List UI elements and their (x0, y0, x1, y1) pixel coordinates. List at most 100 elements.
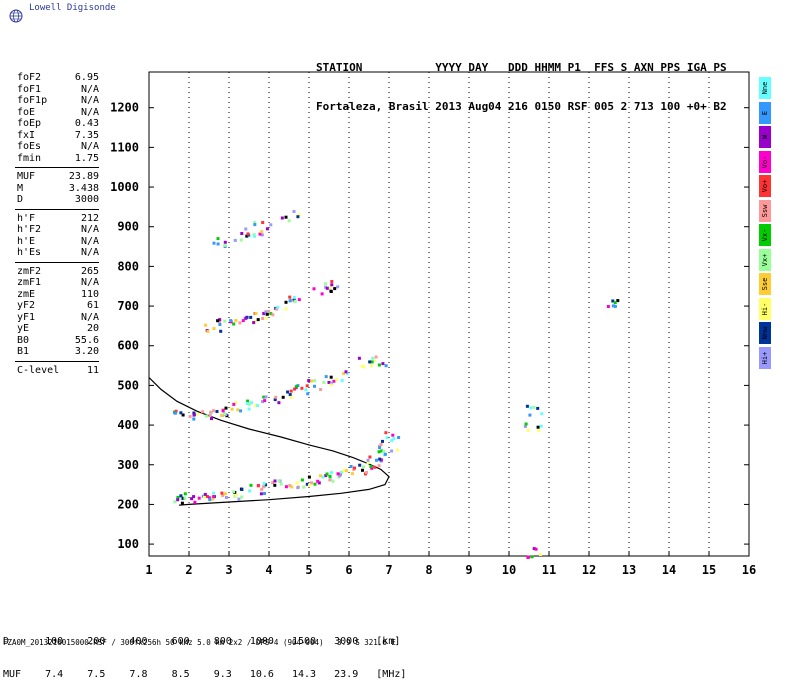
data-point (232, 402, 236, 406)
x-tick-label: 5 (305, 563, 312, 577)
data-point (256, 404, 259, 408)
brand-name: Lowell Digisonde (29, 3, 116, 13)
data-point (370, 360, 374, 364)
data-point (340, 379, 344, 383)
data-point (263, 399, 267, 403)
data-point (249, 315, 253, 319)
legend-label: Sse (761, 277, 769, 291)
param-row: h'F 212 (15, 213, 99, 225)
param-label: zmF1 (17, 277, 42, 288)
param-row: h'F2 N/A (15, 224, 99, 236)
data-point (212, 491, 216, 495)
data-point (384, 431, 388, 435)
data-point (365, 471, 368, 474)
data-point (378, 457, 382, 461)
x-tick-label: 4 (265, 563, 272, 577)
data-point (338, 474, 342, 478)
data-point (374, 355, 378, 359)
data-point (276, 305, 280, 309)
data-point (310, 379, 314, 383)
data-point (338, 472, 342, 476)
param-label: yE (17, 323, 30, 334)
data-point (237, 497, 241, 501)
param-row: yE 20 (15, 323, 99, 335)
data-point (310, 481, 313, 485)
data-point (525, 404, 529, 408)
data-point (230, 407, 234, 411)
data-point (196, 412, 200, 416)
data-point (249, 483, 253, 487)
param-label: h'F2 (17, 224, 42, 235)
param-label: D (17, 194, 24, 205)
data-point (202, 495, 206, 499)
data-point (260, 230, 264, 234)
data-point (192, 417, 196, 421)
x-tick-label: 15 (702, 563, 716, 577)
param-value: N/A (80, 106, 99, 118)
param-row: foF1p N/A (15, 95, 99, 107)
data-point (256, 484, 260, 488)
data-point (208, 414, 212, 418)
y-tick-label: 200 (117, 497, 139, 511)
data-point (219, 329, 223, 333)
legend-label: Ssw (761, 204, 769, 217)
data-point (264, 316, 268, 320)
data-point (260, 233, 264, 237)
data-point (269, 312, 273, 316)
data-point (190, 497, 194, 501)
data-point (342, 372, 346, 376)
data-point (273, 479, 277, 483)
data-point (262, 482, 266, 485)
data-point (193, 500, 197, 504)
data-point (223, 412, 227, 416)
legend-item: Vo+ (759, 175, 771, 197)
data-point (319, 474, 322, 478)
data-point (297, 213, 301, 217)
muf-row: MUF 7.4 7.5 7.8 8.5 9.3 10.6 14.3 23.9 [… (3, 669, 407, 680)
data-point (530, 555, 534, 559)
data-point (292, 210, 296, 213)
param-label: MUF (17, 171, 36, 182)
data-point (307, 475, 311, 479)
data-point (333, 287, 337, 291)
data-point (277, 479, 281, 483)
y-tick-label: 400 (117, 418, 139, 432)
legend-label: Hi+ (761, 351, 769, 364)
param-label: zmE (17, 288, 36, 300)
data-point (216, 319, 220, 323)
data-point (240, 232, 244, 235)
legend-label: W (761, 134, 769, 140)
data-point (377, 464, 381, 468)
data-point (370, 466, 374, 470)
data-point (336, 285, 340, 289)
data-point (245, 402, 249, 405)
data-point (529, 406, 533, 410)
data-point (312, 287, 316, 291)
param-label: fxI (17, 129, 36, 141)
data-point (611, 299, 615, 303)
data-point (188, 415, 192, 419)
data-point (262, 485, 265, 489)
param-value: 23.89 (68, 171, 99, 182)
data-point (381, 362, 385, 366)
param-row: fxI 7.35 (15, 130, 99, 142)
param-row: foEp 0.43 (15, 118, 99, 130)
param-label: foF1p (17, 95, 48, 106)
data-point (357, 356, 361, 360)
data-point (246, 399, 250, 403)
data-point (375, 458, 378, 462)
param-value: 55.6 (74, 334, 99, 346)
profile-curve (148, 377, 390, 506)
data-point (538, 553, 542, 556)
data-point (319, 388, 323, 391)
data-point (313, 384, 316, 388)
data-point (284, 307, 288, 311)
param-row: zmF2 265 (15, 266, 99, 278)
data-point (532, 547, 536, 551)
data-point (279, 482, 283, 486)
data-point (289, 395, 293, 399)
param-value: 11 (86, 364, 99, 376)
legend-label: Vx- (761, 228, 769, 242)
param-row: MUF 23.89 (15, 171, 99, 183)
param-value: N/A (80, 277, 99, 288)
